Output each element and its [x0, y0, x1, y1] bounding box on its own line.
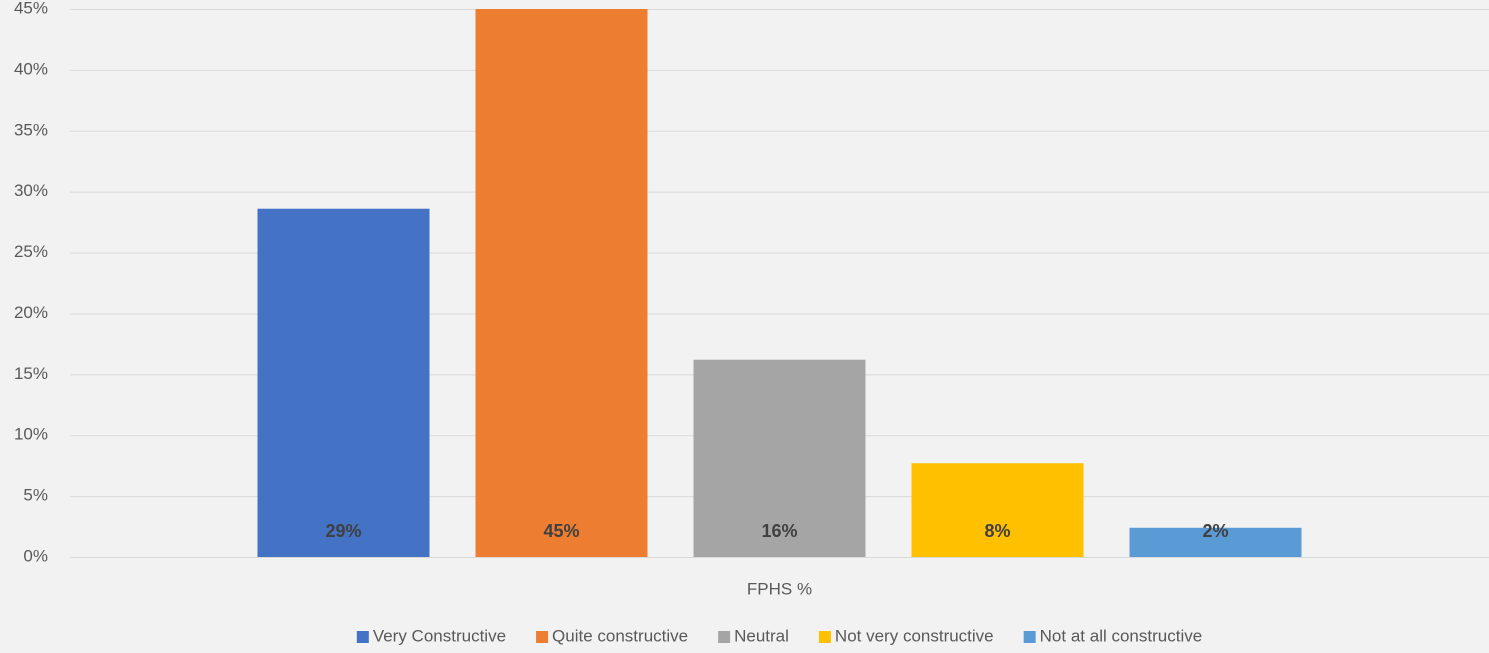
value-label: 16%	[761, 521, 797, 541]
legend-swatch	[356, 631, 369, 643]
y-tick-label: 15%	[14, 364, 48, 383]
bar	[1129, 527, 1302, 557]
y-tick-label: 5%	[23, 486, 48, 505]
value-label: 2%	[1202, 521, 1228, 541]
bar	[475, 9, 648, 557]
y-tick-label: 25%	[14, 242, 48, 261]
bar	[911, 463, 1084, 557]
x-tick-label: FPHS %	[747, 579, 812, 598]
bar	[257, 208, 430, 557]
y-tick-label: 45%	[14, 0, 48, 17]
legend-label: Not very constructive	[835, 626, 994, 645]
y-tick-label: 40%	[14, 59, 48, 78]
value-label: 29%	[325, 521, 361, 541]
legend-swatch	[818, 631, 831, 643]
legend-swatch	[536, 631, 549, 643]
y-tick-label: 20%	[14, 303, 48, 322]
legend-label: Not at all constructive	[1040, 626, 1203, 645]
bar	[693, 359, 866, 557]
legend-swatch	[1023, 631, 1036, 643]
value-label: 8%	[984, 521, 1010, 541]
legend-label: Neutral	[734, 626, 789, 645]
legend-label: Very Constructive	[373, 626, 506, 645]
y-tick-label: 30%	[14, 181, 48, 200]
y-tick-label: 0%	[23, 546, 48, 565]
y-tick-label: 10%	[14, 425, 48, 444]
y-tick-label: 35%	[14, 120, 48, 139]
value-label: 45%	[543, 521, 579, 541]
legend-swatch	[718, 631, 731, 643]
legend-label: Quite constructive	[552, 626, 688, 645]
